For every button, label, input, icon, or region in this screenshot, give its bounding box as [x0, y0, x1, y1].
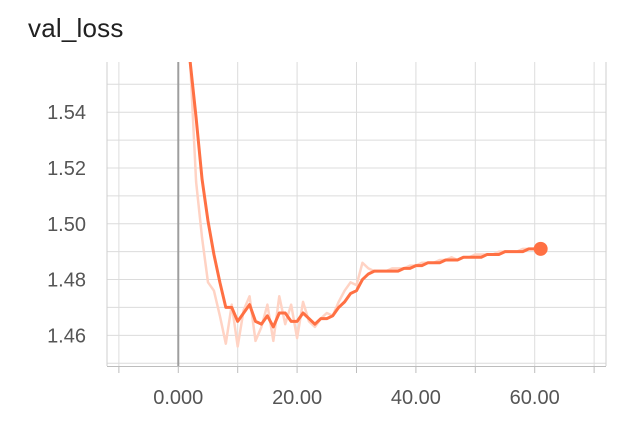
y-tick-label: 1.48	[47, 270, 86, 292]
series-group	[188, 62, 543, 348]
smoothed-series-line	[188, 62, 543, 329]
grid	[106, 62, 607, 366]
tick-labels: 1.46 1.48 1.50 1.52 1.54 0.000 20.00 40.00 60.00	[47, 102, 560, 409]
raw-series-line	[188, 62, 542, 348]
chart-title: val_loss	[28, 13, 124, 43]
marker-group	[533, 241, 548, 256]
x-tick-label: 60.00	[510, 387, 560, 409]
x-tick-label: 40.00	[391, 387, 441, 409]
x-tick-label: 20.00	[272, 387, 322, 409]
y-tick-label: 1.46	[47, 325, 86, 347]
series-end-point	[533, 241, 548, 256]
axes	[107, 62, 606, 373]
y-tick-label: 1.54	[47, 102, 86, 124]
y-tick-label: 1.52	[47, 158, 86, 180]
y-tick-label: 1.50	[47, 214, 86, 236]
x-tick-label: 0.000	[153, 387, 203, 409]
